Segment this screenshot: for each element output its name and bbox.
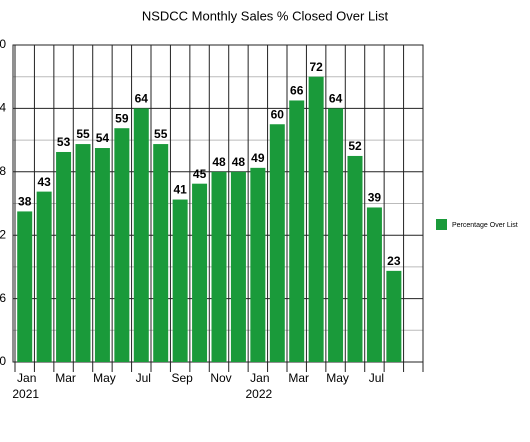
data-label: 48 — [232, 155, 246, 169]
bar — [94, 148, 110, 362]
x-tick-label: Mar — [288, 371, 309, 385]
bar — [211, 171, 227, 362]
x-tick-label: Jul — [369, 371, 384, 385]
x-tick-label: Sep — [171, 371, 193, 385]
bar — [366, 207, 382, 362]
data-label: 45 — [193, 167, 207, 181]
data-label: 23 — [387, 254, 401, 268]
data-label: 41 — [173, 183, 187, 197]
bar — [269, 124, 285, 362]
x-tick-label: Jan — [250, 371, 269, 385]
x-tick-label: May — [326, 371, 349, 385]
bar — [192, 183, 208, 362]
bar — [17, 211, 33, 362]
bar — [347, 155, 363, 362]
data-label: 39 — [368, 191, 382, 205]
bar — [328, 108, 344, 363]
bar — [114, 128, 130, 362]
bar — [308, 76, 324, 362]
bar — [36, 191, 52, 362]
x-tick-label: Mar — [55, 371, 76, 385]
data-label: 49 — [251, 151, 265, 165]
data-label: 48 — [212, 155, 226, 169]
data-label: 60 — [271, 107, 285, 121]
bar — [133, 108, 149, 363]
bar — [172, 199, 188, 362]
legend-swatch — [436, 219, 447, 230]
x-tick-label: Jan — [17, 371, 36, 385]
y-tick-label: 32 — [0, 227, 6, 241]
bar — [230, 171, 246, 362]
y-tick-label: 48 — [0, 164, 6, 178]
data-label: 53 — [57, 135, 71, 149]
chart-title: NSDCC Monthly Sales % Closed Over List — [142, 8, 389, 23]
data-label: 64 — [135, 92, 149, 106]
data-label: 59 — [115, 111, 129, 125]
data-label: 54 — [96, 131, 110, 145]
x-year-label: 2022 — [246, 387, 273, 401]
bar — [386, 270, 402, 362]
data-label: 38 — [18, 195, 32, 209]
x-tick-label: Jul — [136, 371, 151, 385]
data-label: 55 — [154, 127, 168, 141]
y-tick-label: 0 — [0, 354, 6, 368]
bar — [250, 167, 266, 362]
legend-label: Percentage Over List — [452, 222, 518, 229]
bar — [153, 144, 169, 362]
bar — [75, 144, 91, 362]
x-tick-label: Nov — [210, 371, 231, 385]
y-tick-label: 64 — [0, 101, 6, 115]
bar — [289, 100, 305, 362]
data-label: 55 — [76, 127, 90, 141]
data-label: 64 — [329, 92, 343, 106]
bar — [56, 151, 72, 362]
y-tick-label: 16 — [0, 291, 6, 305]
data-label: 52 — [348, 139, 362, 153]
y-tick-label: 80 — [0, 37, 6, 51]
data-label: 43 — [37, 175, 51, 189]
data-label: 66 — [290, 84, 304, 98]
x-year-label: 2021 — [12, 387, 39, 401]
data-label: 72 — [309, 60, 323, 74]
x-tick-label: May — [93, 371, 116, 385]
